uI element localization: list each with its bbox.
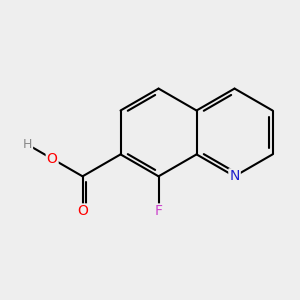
Text: O: O xyxy=(77,204,88,218)
Text: F: F xyxy=(154,204,163,218)
Text: O: O xyxy=(47,152,58,166)
Text: H: H xyxy=(23,138,32,151)
Text: N: N xyxy=(230,169,240,183)
